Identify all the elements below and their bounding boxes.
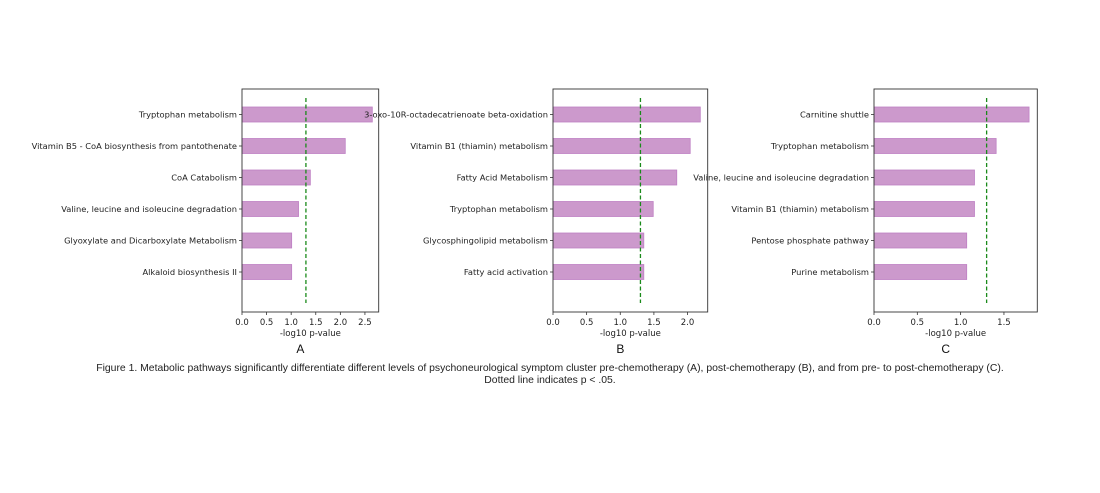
panel-b: 3-oxo-10R-octadecatrienoate beta-oxidati… [364,88,709,356]
category-label: Valine, leucine and isoleucine degradati… [693,173,869,183]
bar [873,169,975,186]
bar [241,232,293,249]
bar [241,264,293,280]
category-label: Alkaloid biosynthesis II [142,267,237,277]
category-label: Glyoxylate and Dicarboxylate Metabolism [64,236,237,246]
x-tick-label: 1.0 [613,318,627,328]
x-tick-label: 1.0 [284,318,298,328]
panel-a: Tryptophan metabolism Vitamin B5 - CoA bi… [32,88,380,356]
category-label: Pentose phosphate pathway [751,236,869,246]
x-tick-label: 2.5 [358,318,372,328]
panel-letter: B [616,342,624,356]
bar [552,169,678,186]
x-tick-label: 0.5 [911,318,925,328]
bar [873,201,975,217]
x-tick-label: 0.0 [867,318,881,328]
bar [241,201,299,217]
x-axis-label: -log10 p-value [280,329,341,339]
panel-letter: A [296,342,304,356]
bar [241,138,346,154]
category-label: Fatty acid activation [464,267,548,277]
bar [552,201,654,217]
bar [873,106,1030,123]
bar [873,264,968,280]
x-tick-label: 0.5 [260,318,274,328]
x-tick-label: 2.0 [681,318,695,328]
bar [241,106,373,123]
x-tick-label: 1.0 [954,318,968,328]
bar [552,232,645,249]
category-label: Fatty Acid Metabolism [457,173,548,183]
category-label: Carnitine shuttle [800,110,869,120]
panel-letter: C [941,342,950,356]
plot-frame [241,88,380,313]
caption-line-2: Dotted line indicates p < .05. [484,375,616,386]
bar [552,106,701,123]
category-label: Glycosphingolipid metabolism [423,236,548,246]
category-label: Tryptophan metabolism [770,141,869,151]
x-tick-label: 1.5 [309,318,323,328]
x-axis-label: -log10 p-value [600,329,661,339]
x-tick-label: 0.0 [546,318,560,328]
category-label: Purine metabolism [791,267,869,277]
x-axis-label: -log10 p-value [925,329,986,339]
plot-frame [873,88,1038,313]
bar [873,232,968,249]
category-label: Vitamin B1 (thiamin) metabolism [410,141,548,151]
category-label: Vitamin B5 - CoA biosynthesis from panto… [32,141,237,151]
x-tick-label: 1.5 [647,318,661,328]
bar [552,138,691,154]
category-label: Valine, leucine and isoleucine degradati… [61,204,237,214]
panel-c: Carnitine shuttle Tryptophan metabolism Va… [693,88,1038,356]
category-label: CoA Catabolism [171,173,237,183]
x-tick-label: 2.0 [334,318,348,328]
bar [552,264,645,280]
category-label: 3-oxo-10R-octadecatrienoate beta-oxidati… [364,110,548,120]
x-tick-label: 0.5 [580,318,594,328]
category-label: Tryptophan metabolism [449,204,548,214]
category-label: Vitamin B1 (thiamin) metabolism [731,204,869,214]
plot-frame [552,88,709,313]
bar [241,169,311,186]
x-tick-label: 0.0 [235,318,249,328]
bar [873,138,997,154]
category-label: Tryptophan metabolism [138,110,237,120]
caption-line-1: Figure 1. Metabolic pathways significant… [96,363,1004,374]
x-tick-label: 1.5 [997,318,1011,328]
